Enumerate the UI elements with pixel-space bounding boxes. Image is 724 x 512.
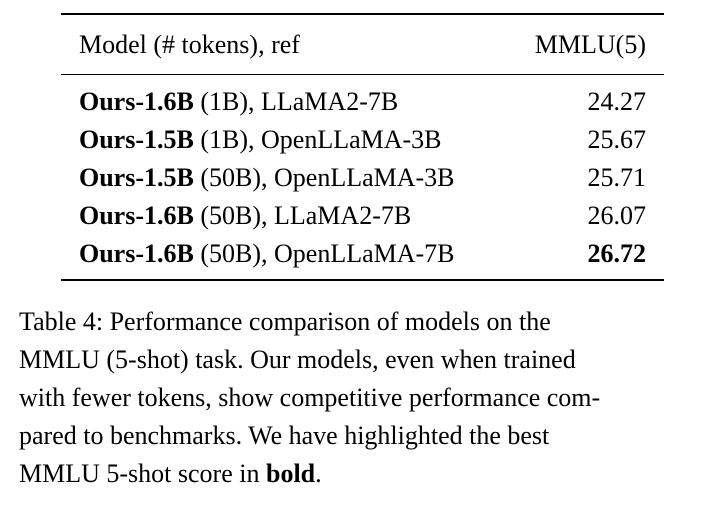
model-detail: (1B), LLaMA2-7B	[193, 87, 399, 116]
score-cell: 24.27	[587, 87, 647, 116]
model-cell: Ours-1.6B (50B), OpenLLaMA-7B	[79, 235, 455, 273]
caption-line: pared to benchmarks. We have highlighted…	[19, 421, 550, 450]
model-name: Ours-1.5B	[79, 125, 194, 154]
table-bottom-rule	[61, 279, 664, 281]
model-name: Ours-1.5B	[79, 163, 194, 192]
header-model: Model (# tokens), ref	[79, 30, 300, 59]
model-detail: (1B), OpenLLaMA-3B	[193, 125, 442, 154]
score-cell: 25.71	[587, 163, 647, 192]
model-cell: Ours-1.6B (50B), LLaMA2-7B	[79, 197, 411, 235]
model-detail: (50B), OpenLLaMA-3B	[193, 163, 455, 192]
table-row: Ours-1.5B (50B), OpenLLaMA-3B 25.71	[61, 159, 664, 197]
table-caption: Table 4: Performance comparison of model…	[19, 303, 707, 493]
header-score: MMLU(5)	[534, 30, 646, 59]
model-name: Ours-1.6B	[79, 239, 194, 268]
model-detail: (50B), LLaMA2-7B	[193, 201, 412, 230]
caption-line: MMLU 5-shot score in bold.	[19, 455, 707, 493]
model-cell: Ours-1.6B (1B), LLaMA2-7B	[79, 83, 398, 121]
caption-bold-word: bold	[265, 459, 316, 488]
caption-line: MMLU (5-shot) task. Our models, even whe…	[19, 345, 576, 374]
score-cell: 25.67	[587, 125, 647, 154]
table-row: Ours-1.6B (50B), OpenLLaMA-7B 26.72	[61, 235, 664, 273]
table-row: Ours-1.6B (50B), LLaMA2-7B 26.07	[61, 197, 664, 235]
score-cell: 26.07	[587, 201, 647, 230]
model-detail: (50B), OpenLLaMA-7B	[193, 239, 455, 268]
caption-line: Table 4: Performance comparison of model…	[19, 307, 551, 336]
model-cell: Ours-1.5B (50B), OpenLLaMA-3B	[79, 159, 455, 197]
table-body: Ours-1.6B (1B), LLaMA2-7B 24.27 Ours-1.5…	[61, 75, 664, 279]
model-name: Ours-1.6B	[79, 87, 194, 116]
caption-text: MMLU 5-shot score in	[19, 459, 266, 488]
table-header-rule	[61, 74, 664, 75]
caption-period: .	[315, 459, 322, 488]
table-row: Ours-1.6B (1B), LLaMA2-7B 24.27	[61, 83, 664, 121]
table-row: Ours-1.5B (1B), OpenLLaMA-3B 25.67	[61, 121, 664, 159]
model-name: Ours-1.6B	[79, 201, 194, 230]
table-top-rule	[61, 13, 664, 15]
results-table: Model (# tokens), ref MMLU(5) Ours-1.6B …	[61, 13, 664, 281]
model-cell: Ours-1.5B (1B), OpenLLaMA-3B	[79, 121, 442, 159]
best-score-cell: 26.72	[587, 239, 647, 268]
caption-line: with fewer tokens, show competitive perf…	[19, 383, 601, 412]
table-header-row: Model (# tokens), ref MMLU(5)	[61, 15, 664, 74]
